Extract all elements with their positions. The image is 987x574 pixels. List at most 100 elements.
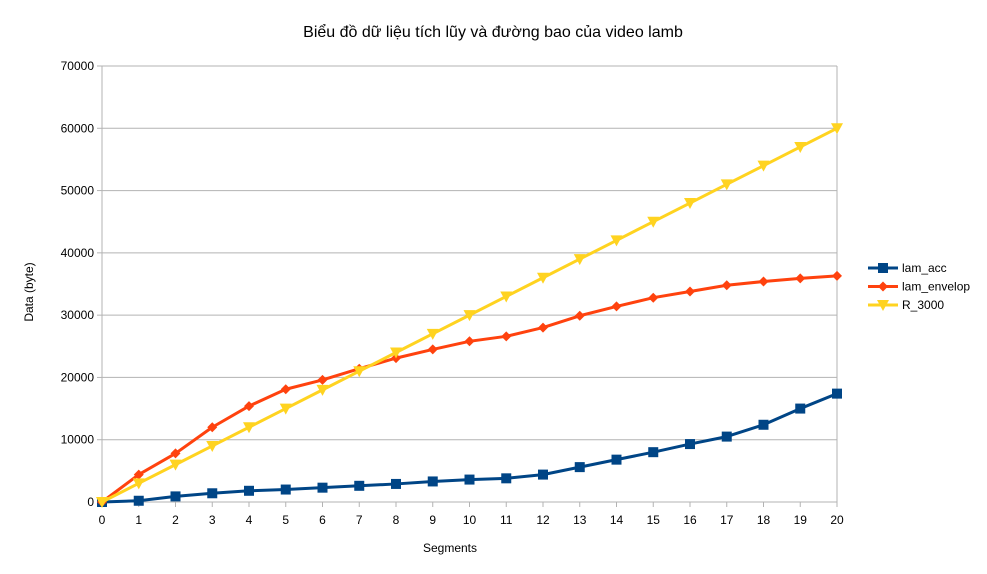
data-point xyxy=(757,160,770,172)
x-tick-label: 13 xyxy=(573,513,587,527)
data-point xyxy=(721,280,732,291)
data-point xyxy=(96,497,108,508)
x-tick-label: 20 xyxy=(830,513,844,527)
series-group xyxy=(96,123,843,508)
x-tick-label: 14 xyxy=(610,513,624,527)
y-tick-label: 40000 xyxy=(61,246,95,260)
legend-marker xyxy=(877,300,889,311)
data-point xyxy=(244,401,254,412)
data-point xyxy=(610,235,623,247)
data-point xyxy=(832,270,842,281)
data-point xyxy=(537,272,549,284)
y-tick-labels: 0 10000 20000 30000 40000 50000 60000 70000 xyxy=(61,59,95,509)
data-point xyxy=(280,484,291,495)
x-tick-label: 16 xyxy=(683,513,697,527)
legend-marker xyxy=(878,263,888,273)
legend-item: lam_acc xyxy=(868,261,947,275)
data-point xyxy=(648,447,659,458)
data-point xyxy=(206,440,219,452)
x-tick-label: 1 xyxy=(135,513,142,527)
y-tick-label: 30000 xyxy=(61,308,95,322)
data-point xyxy=(611,454,622,465)
data-point xyxy=(464,474,475,485)
y-axis-label: Data (byte) xyxy=(22,262,36,321)
data-point xyxy=(500,291,513,303)
data-point xyxy=(170,491,181,502)
data-point xyxy=(427,476,438,487)
data-point xyxy=(317,374,328,385)
x-tick-label: 19 xyxy=(794,513,808,527)
data-point xyxy=(316,384,329,396)
series-line xyxy=(101,274,838,504)
data-point xyxy=(721,431,732,442)
chart-title: Biểu đồ dữ liệu tích lũy và đường bao củ… xyxy=(303,23,683,41)
x-tick-label: 5 xyxy=(282,513,289,527)
data-point xyxy=(279,403,292,415)
y-tick-label: 20000 xyxy=(61,370,95,384)
data-point xyxy=(685,286,695,297)
x-tick-label: 10 xyxy=(463,513,477,527)
data-point xyxy=(354,480,365,491)
data-point xyxy=(207,422,218,433)
legend-item: lam_envelop xyxy=(868,280,970,294)
data-point xyxy=(647,216,660,228)
data-point xyxy=(133,469,144,480)
series-lam_acc xyxy=(97,388,842,507)
data-point xyxy=(611,301,622,312)
x-tick-label: 2 xyxy=(172,513,179,527)
data-point xyxy=(573,254,586,266)
x-tick-label: 17 xyxy=(720,513,734,527)
data-point xyxy=(207,488,218,499)
x-tick-label: 15 xyxy=(647,513,661,527)
legend-label: R_3000 xyxy=(902,298,944,312)
data-point xyxy=(427,344,438,355)
data-point xyxy=(390,347,402,359)
x-tick-labels: 0 1 2 3 4 5 6 7 8 9 10 11 12 13 14 15 16 17 18 19 20 xyxy=(99,513,844,527)
x-tick-label: 8 xyxy=(393,513,400,527)
data-point xyxy=(795,273,806,284)
data-point xyxy=(758,276,769,287)
data-point xyxy=(353,366,366,378)
data-point xyxy=(501,331,512,342)
x-tick-label: 12 xyxy=(536,513,550,527)
data-point xyxy=(391,478,401,489)
data-point xyxy=(463,310,476,322)
data-point xyxy=(169,459,182,471)
data-point xyxy=(243,422,255,434)
legend-marker xyxy=(878,281,888,292)
series-R_3000 xyxy=(96,123,843,508)
y-tick-label: 50000 xyxy=(61,184,95,198)
data-point xyxy=(280,384,291,395)
y-tick-label: 70000 xyxy=(61,59,95,73)
data-point xyxy=(832,388,842,399)
x-tick-label: 6 xyxy=(319,513,326,527)
data-point xyxy=(648,292,659,303)
data-point xyxy=(317,482,328,493)
data-point xyxy=(685,439,695,450)
x-tick-label: 18 xyxy=(757,513,771,527)
data-point xyxy=(464,336,475,347)
data-point xyxy=(574,310,585,321)
axes xyxy=(97,65,838,507)
data-point xyxy=(170,448,181,459)
y-tick-label: 60000 xyxy=(61,121,95,135)
data-point xyxy=(720,179,733,191)
data-point xyxy=(831,123,843,135)
x-tick-label: 11 xyxy=(500,513,513,527)
x-tick-label: 7 xyxy=(356,513,363,527)
data-point xyxy=(794,141,807,153)
legend-label: lam_envelop xyxy=(902,280,970,294)
data-point xyxy=(574,462,585,473)
data-point xyxy=(426,328,439,340)
legend-item: R_3000 xyxy=(868,298,944,312)
data-point xyxy=(538,469,548,480)
data-point xyxy=(538,322,548,333)
x-tick-label: 4 xyxy=(246,513,253,527)
x-tick-label: 3 xyxy=(209,513,216,527)
data-point xyxy=(244,485,254,496)
data-point xyxy=(132,478,145,490)
y-tick-label: 0 xyxy=(87,495,94,509)
data-point xyxy=(684,198,696,210)
y-tick-label: 10000 xyxy=(61,433,95,447)
